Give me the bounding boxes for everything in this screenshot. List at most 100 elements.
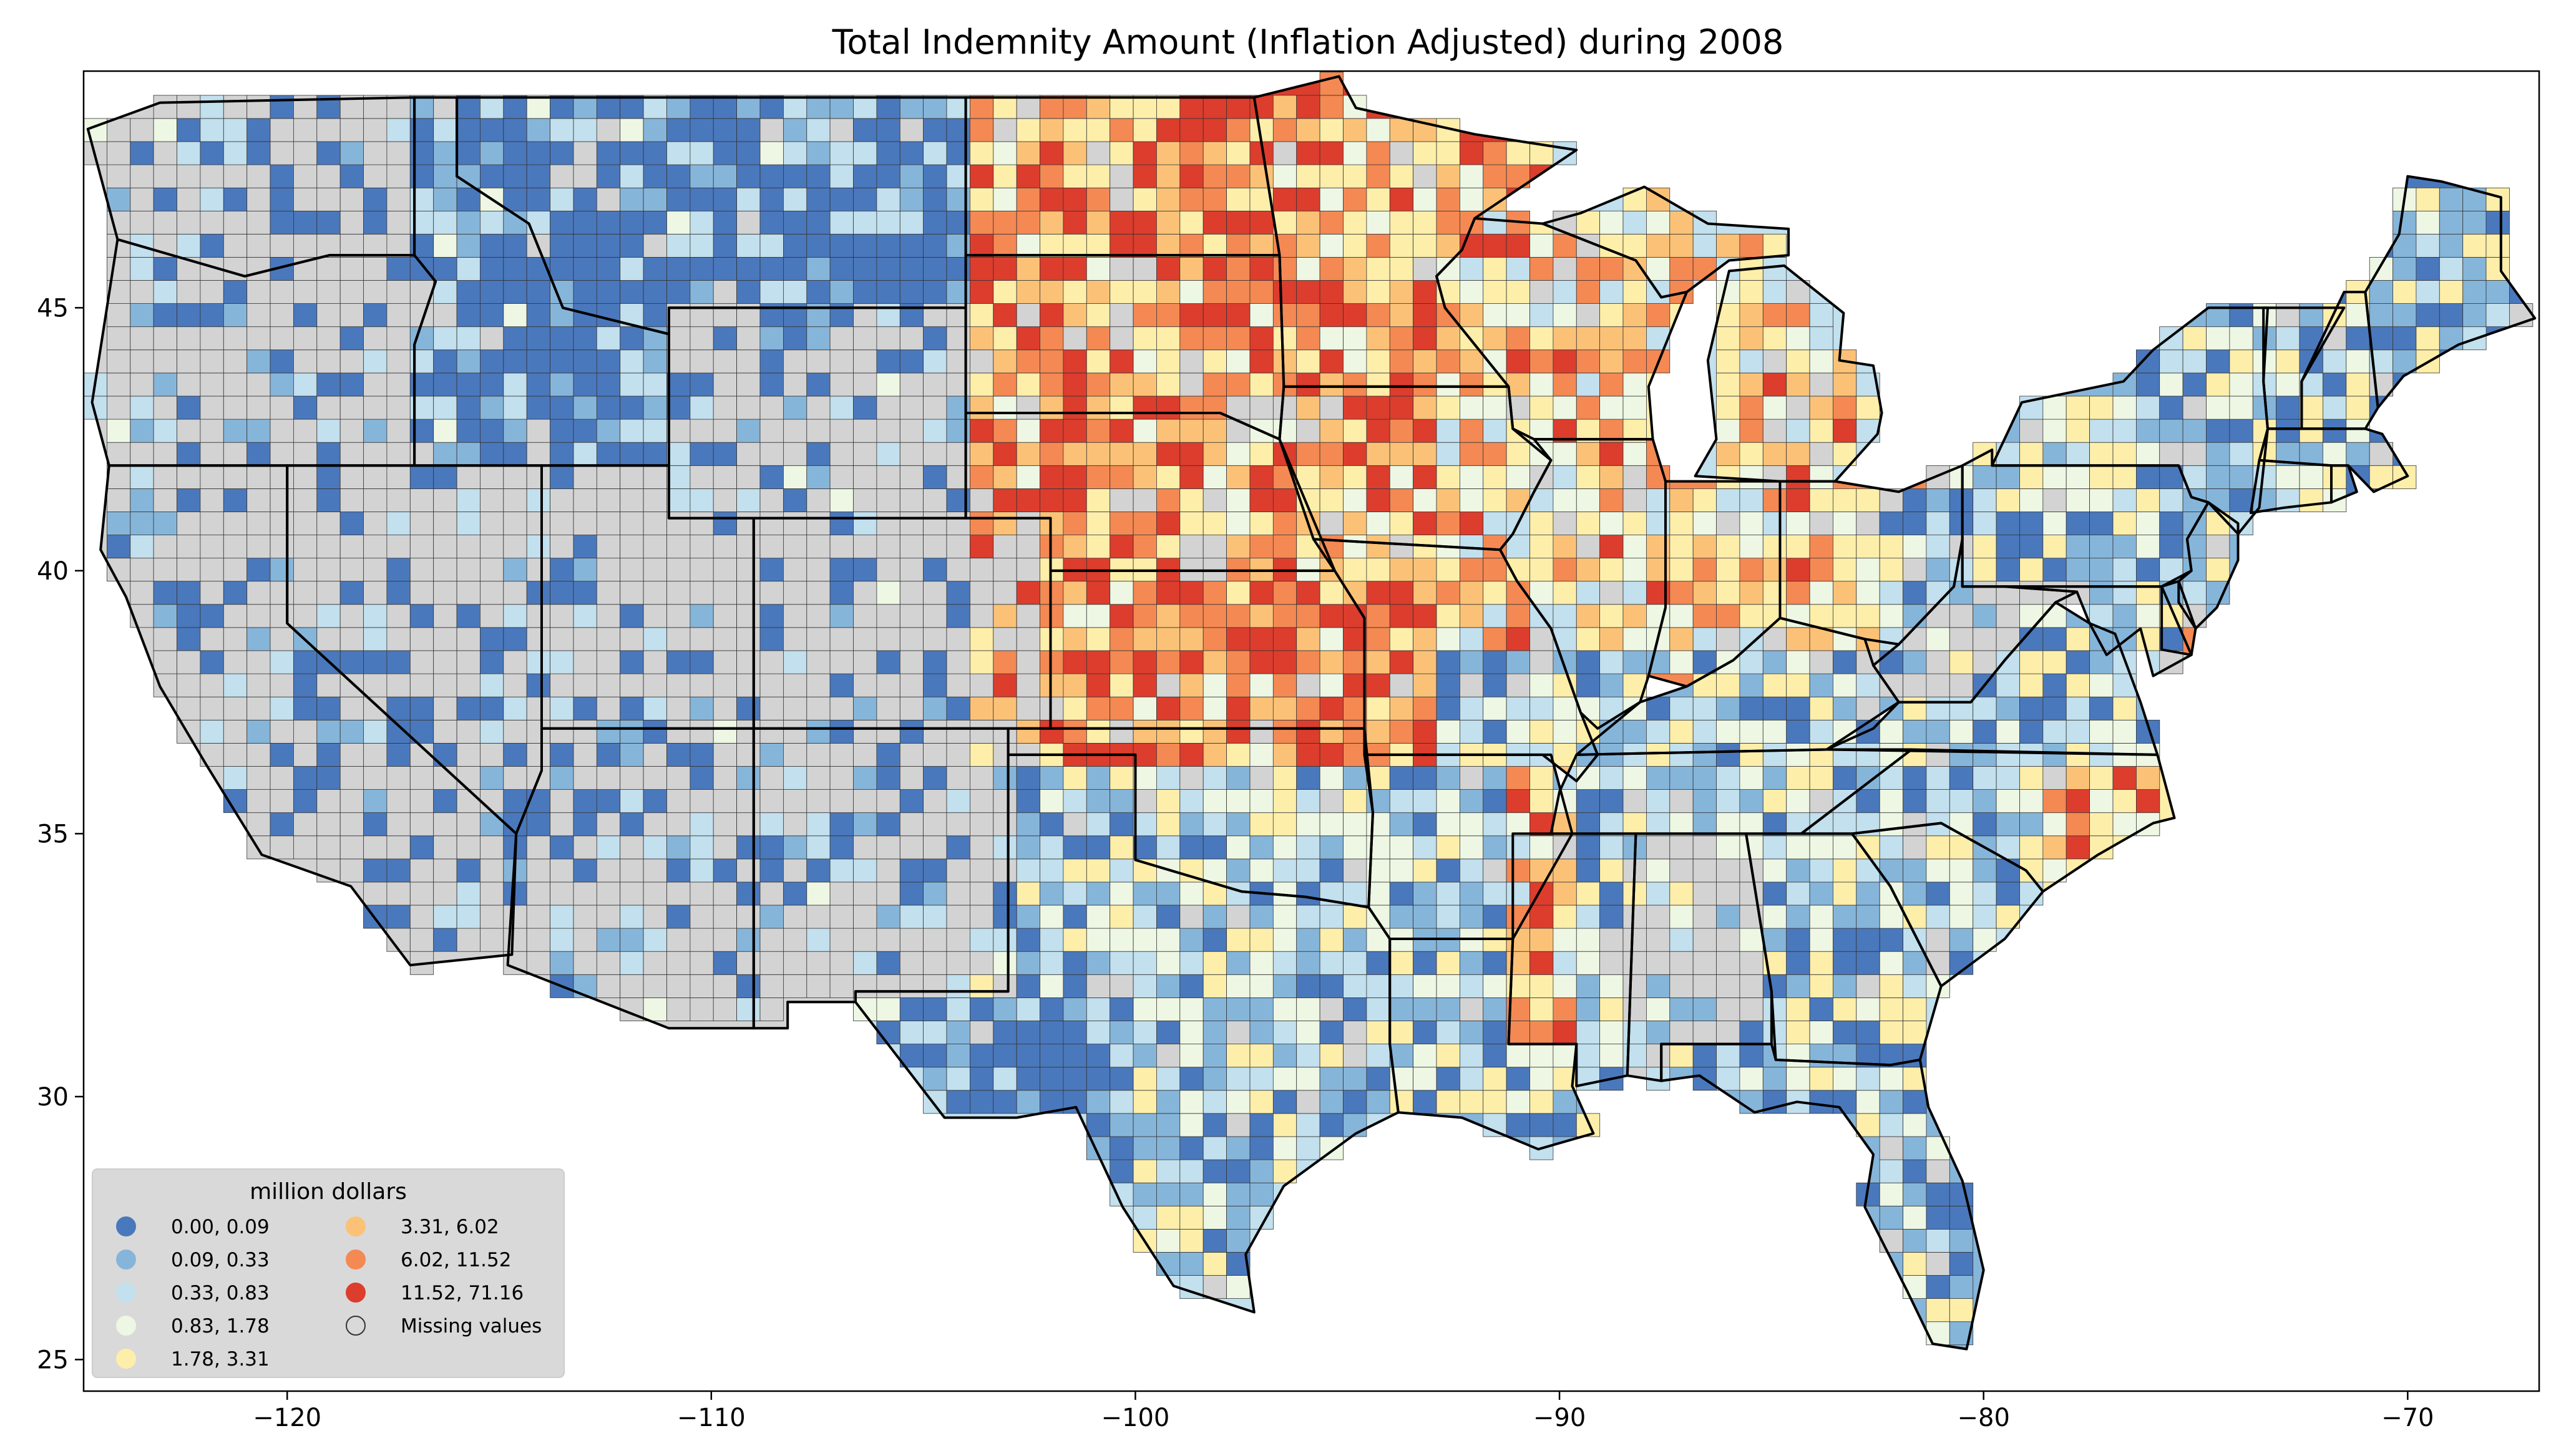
county-cell xyxy=(1110,419,1134,443)
county-cell xyxy=(1133,141,1157,165)
county-cell xyxy=(853,743,877,767)
county-cell xyxy=(1110,1090,1134,1114)
county-cell xyxy=(1202,164,1227,188)
county-cell xyxy=(1879,1136,1903,1160)
county-cell xyxy=(1343,743,1367,767)
county-cell xyxy=(503,141,527,165)
county-cell xyxy=(2112,488,2137,512)
county-cell xyxy=(1343,696,1367,721)
county-cell xyxy=(1202,141,1227,165)
county-cell xyxy=(526,719,551,744)
county-cell xyxy=(1063,766,1087,790)
county-cell xyxy=(503,696,527,721)
county-cell xyxy=(433,719,457,744)
county-cell xyxy=(1646,881,1671,906)
county-cell xyxy=(1436,997,1460,1021)
county-cell xyxy=(1809,442,1833,466)
county-cell xyxy=(643,141,667,165)
county-cell xyxy=(1459,997,1484,1021)
county-cell xyxy=(1156,974,1181,998)
county-cell xyxy=(666,488,691,512)
county-cell xyxy=(456,812,480,837)
county-cell xyxy=(829,512,854,535)
county-cell xyxy=(1366,696,1390,721)
county-cell xyxy=(1016,928,1040,952)
county-cell xyxy=(1389,581,1413,605)
county-cell xyxy=(1249,256,1274,281)
county-cell xyxy=(456,512,480,535)
county-cell xyxy=(1926,581,1950,605)
county-cell xyxy=(409,766,434,790)
county-cell xyxy=(2346,349,2370,374)
county-cell xyxy=(1133,349,1157,374)
county-cell xyxy=(550,881,574,906)
county-cell xyxy=(1973,465,1997,489)
county-cell xyxy=(363,233,388,258)
county-cell xyxy=(456,627,480,651)
county-cell xyxy=(130,512,154,535)
county-cell xyxy=(643,650,667,674)
county-cell xyxy=(1016,118,1040,142)
county-cell xyxy=(293,743,318,767)
county-cell xyxy=(200,535,224,559)
county-cell xyxy=(1669,581,1694,605)
county-cell xyxy=(1343,396,1367,420)
state-border-texas xyxy=(854,753,1400,1314)
county-cell xyxy=(1366,326,1390,351)
county-cell xyxy=(783,719,807,744)
county-cell xyxy=(2089,789,2114,813)
county-cell xyxy=(2299,419,2323,443)
county-cell xyxy=(316,627,341,651)
county-cell xyxy=(1063,303,1087,328)
county-cell xyxy=(433,928,457,952)
county-cell xyxy=(1040,858,1064,883)
county-cell xyxy=(620,951,644,975)
county-cell xyxy=(1903,858,1927,883)
county-cell xyxy=(1086,95,1111,119)
county-cell xyxy=(596,187,621,211)
county-cell xyxy=(1459,419,1484,443)
county-cell xyxy=(759,512,784,535)
county-cell xyxy=(643,974,667,998)
county-cell xyxy=(1926,1321,1950,1346)
county-cell xyxy=(1436,673,1460,697)
county-cell xyxy=(1133,1205,1157,1230)
county-cell xyxy=(246,465,271,489)
county-cell xyxy=(596,419,621,443)
county-cell xyxy=(106,372,131,397)
county-cell xyxy=(363,256,388,281)
county-cell xyxy=(1599,1044,1624,1068)
county-cell xyxy=(853,789,877,813)
county-cell xyxy=(1389,696,1413,721)
county-cell xyxy=(1343,419,1367,443)
county-cell xyxy=(1436,118,1460,142)
county-cell xyxy=(596,719,621,744)
county-cell xyxy=(2066,812,2090,837)
county-cell xyxy=(690,233,714,258)
county-cell xyxy=(970,650,994,674)
county-cell xyxy=(1436,488,1460,512)
county-cell xyxy=(1202,974,1227,998)
county-cell xyxy=(923,905,947,929)
county-cell xyxy=(783,535,807,559)
county-cell xyxy=(433,673,457,697)
county-cell xyxy=(316,512,341,535)
county-cell xyxy=(1063,118,1087,142)
county-cell xyxy=(876,627,900,651)
county-cell xyxy=(829,743,854,767)
county-cell xyxy=(1483,1044,1507,1068)
county-cell xyxy=(1202,1021,1227,1044)
county-cell xyxy=(1669,604,1694,628)
county-cell xyxy=(1413,974,1437,998)
county-cell xyxy=(1716,905,1740,929)
county-cell xyxy=(1202,719,1227,744)
county-cell xyxy=(1179,650,1204,674)
county-cell xyxy=(293,280,318,304)
county-cell xyxy=(596,766,621,790)
county-cell xyxy=(946,627,970,651)
county-cell xyxy=(409,627,434,651)
county-cell xyxy=(2346,419,2370,443)
county-cell xyxy=(1110,256,1134,281)
county-cell xyxy=(829,396,854,420)
county-cell xyxy=(1739,1067,1763,1091)
